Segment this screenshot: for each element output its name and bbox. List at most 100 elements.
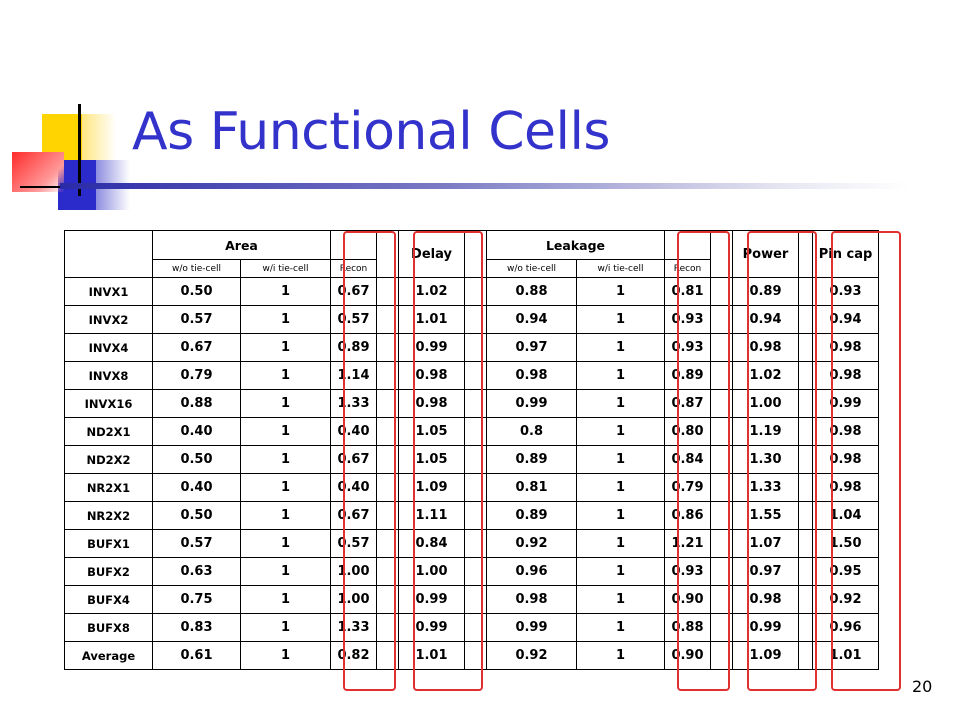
power-value: 0.98 [732, 333, 799, 362]
area-wi-value: 1 [240, 333, 331, 362]
header-row: Area Delay Leakage Power Pin cap [64, 230, 879, 278]
leakage-wo-value: 0.92 [486, 641, 577, 670]
leakage-recon-value: 0.90 [664, 585, 711, 614]
spacer-cell [376, 501, 399, 530]
area-wo-value: 0.50 [152, 277, 241, 306]
leakage-wi-value: 1 [576, 613, 665, 642]
leakage-wo-value: 0.99 [486, 389, 577, 418]
spacer-cell [464, 641, 487, 670]
table-row: INVX1 0.50 1 0.67 1.02 0.88 1 0.81 0.89 0.93 [64, 277, 879, 306]
cell-name: ND2X1 [64, 417, 153, 446]
spacer-cell [464, 230, 487, 278]
leakage-wi-value: 1 [576, 333, 665, 362]
corner-header-cell [64, 230, 153, 278]
area-wi-value: 1 [240, 529, 331, 558]
yellow-square-fade [82, 114, 116, 160]
delay-value: 1.05 [398, 417, 465, 446]
leakage-wi-subheader: w/i tie-cell [576, 259, 665, 278]
area-wi-value: 1 [240, 473, 331, 502]
power-value: 1.19 [732, 417, 799, 446]
area-wo-value: 0.79 [152, 361, 241, 390]
area-wo-value: 0.57 [152, 529, 241, 558]
spacer-cell [376, 333, 399, 362]
cell-name: INVX4 [64, 333, 153, 362]
power-value: 1.07 [732, 529, 799, 558]
leakage-wo-value: 0.98 [486, 361, 577, 390]
area-recon-value: 0.40 [330, 473, 377, 502]
pin-cap-value: 0.98 [812, 361, 879, 390]
area-wo-subheader: w/o tie-cell [152, 259, 241, 278]
leakage-wo-value: 0.88 [486, 277, 577, 306]
slide-title: As Functional Cells [132, 102, 611, 162]
spacer-cell [376, 473, 399, 502]
leakage-recon-value: 0.79 [664, 473, 711, 502]
power-value: 0.94 [732, 305, 799, 334]
spacer-cell [798, 613, 813, 642]
spacer-cell [798, 277, 813, 306]
spacer-cell [798, 445, 813, 474]
table-row: INVX16 0.88 1 1.33 0.98 0.99 1 0.87 1.00 0.99 [64, 389, 879, 418]
delay-value: 1.01 [398, 641, 465, 670]
area-wi-value: 1 [240, 277, 331, 306]
cell-name: BUFX2 [64, 557, 153, 586]
table-row: INVX2 0.57 1 0.57 1.01 0.94 1 0.93 0.94 0.94 [64, 305, 879, 334]
power-value: 1.33 [732, 473, 799, 502]
leakage-recon-value: 0.86 [664, 501, 711, 530]
spacer-cell [798, 305, 813, 334]
area-wo-value: 0.61 [152, 641, 241, 670]
leakage-wo-value: 0.96 [486, 557, 577, 586]
leakage-wo-value: 0.89 [486, 445, 577, 474]
title-underline [60, 183, 910, 189]
power-value: 1.00 [732, 389, 799, 418]
area-wi-value: 1 [240, 613, 331, 642]
pin-cap-header: Pin cap [812, 230, 879, 278]
table-row: ND2X2 0.50 1 0.67 1.05 0.89 1 0.84 1.30 0.98 [64, 445, 879, 474]
spacer-cell [376, 305, 399, 334]
spacer-cell [710, 501, 733, 530]
cell-name: INVX8 [64, 361, 153, 390]
power-value: 0.99 [732, 613, 799, 642]
area-wi-value: 1 [240, 361, 331, 390]
cell-name: Average [64, 641, 153, 670]
area-recon-value: 1.33 [330, 389, 377, 418]
vertical-rule [78, 104, 81, 196]
spacer-cell [798, 473, 813, 502]
area-recon-value: 0.67 [330, 445, 377, 474]
power-value: 1.02 [732, 361, 799, 390]
delay-header: Delay [398, 230, 465, 278]
area-recon-value: 0.89 [330, 333, 377, 362]
area-recon-value: 0.82 [330, 641, 377, 670]
pin-cap-value: 0.98 [812, 417, 879, 446]
spacer-cell [710, 417, 733, 446]
pin-cap-value: 0.96 [812, 613, 879, 642]
leakage-wo-value: 0.81 [486, 473, 577, 502]
page-number: 20 [912, 677, 933, 696]
area-recon-value: 0.57 [330, 305, 377, 334]
spacer-cell [710, 333, 733, 362]
spacer-cell [376, 417, 399, 446]
leakage-recon-value: 0.80 [664, 417, 711, 446]
spacer-cell [464, 557, 487, 586]
spacer-cell [464, 277, 487, 306]
spacer-cell [464, 529, 487, 558]
spacer-cell [710, 230, 733, 278]
red-square [12, 152, 64, 192]
leakage-wo-value: 0.92 [486, 529, 577, 558]
spacer-cell [798, 557, 813, 586]
leakage-recon-value: 0.89 [664, 361, 711, 390]
spacer-cell [376, 230, 399, 278]
area-wo-value: 0.40 [152, 473, 241, 502]
pin-cap-value: 0.98 [812, 333, 879, 362]
spacer-cell [798, 641, 813, 670]
spacer-cell [376, 557, 399, 586]
spacer-cell [710, 641, 733, 670]
leakage-recon-value: 0.93 [664, 333, 711, 362]
leakage-wi-value: 1 [576, 417, 665, 446]
area-recon-subheader: Recon [330, 259, 377, 278]
spacer-cell [376, 613, 399, 642]
leakage-recon-value: 0.90 [664, 641, 711, 670]
pin-cap-value: 0.98 [812, 473, 879, 502]
delay-value: 0.99 [398, 333, 465, 362]
delay-value: 1.02 [398, 277, 465, 306]
pin-cap-value: 0.94 [812, 305, 879, 334]
